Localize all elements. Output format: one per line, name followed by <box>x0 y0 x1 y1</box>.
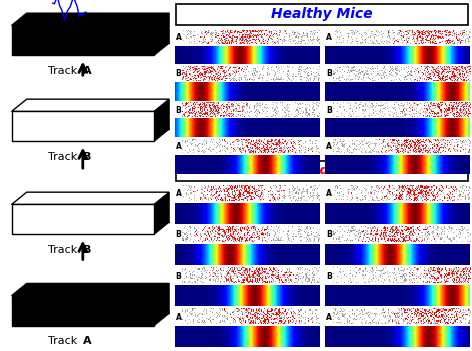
Text: Track: Track <box>48 152 81 162</box>
Polygon shape <box>12 112 154 141</box>
Polygon shape <box>154 99 169 141</box>
Text: Track: Track <box>48 66 81 76</box>
Text: B: B <box>326 231 332 239</box>
Text: A: A <box>176 190 181 198</box>
Text: B: B <box>83 245 91 255</box>
Polygon shape <box>12 25 154 55</box>
Polygon shape <box>12 284 169 296</box>
Text: B: B <box>176 106 181 115</box>
FancyBboxPatch shape <box>176 4 468 26</box>
Text: Alzheimer’s disease mice: Alzheimer’s disease mice <box>233 164 412 177</box>
Text: Track: Track <box>48 245 81 255</box>
Text: B: B <box>176 231 181 239</box>
Polygon shape <box>12 204 154 234</box>
Text: A: A <box>326 142 332 151</box>
Text: A: A <box>326 190 332 198</box>
Polygon shape <box>12 13 169 25</box>
Text: B: B <box>176 272 181 280</box>
Polygon shape <box>154 13 169 55</box>
Polygon shape <box>154 192 169 234</box>
Text: A: A <box>176 142 181 151</box>
Text: B: B <box>326 69 332 79</box>
FancyBboxPatch shape <box>176 161 468 181</box>
Text: A: A <box>176 33 181 42</box>
Text: Healthy Mice: Healthy Mice <box>271 7 373 21</box>
Polygon shape <box>12 192 169 204</box>
Text: B: B <box>326 272 332 280</box>
Text: A: A <box>83 66 92 76</box>
Text: Track: Track <box>48 336 81 346</box>
Polygon shape <box>12 99 169 112</box>
Polygon shape <box>154 284 169 326</box>
Polygon shape <box>12 296 154 326</box>
Text: A: A <box>326 33 332 42</box>
Text: B: B <box>326 106 332 115</box>
Text: A: A <box>326 313 332 322</box>
Text: B: B <box>176 69 181 79</box>
Text: A: A <box>176 313 181 322</box>
Text: A: A <box>83 336 92 346</box>
Text: B: B <box>83 152 91 162</box>
